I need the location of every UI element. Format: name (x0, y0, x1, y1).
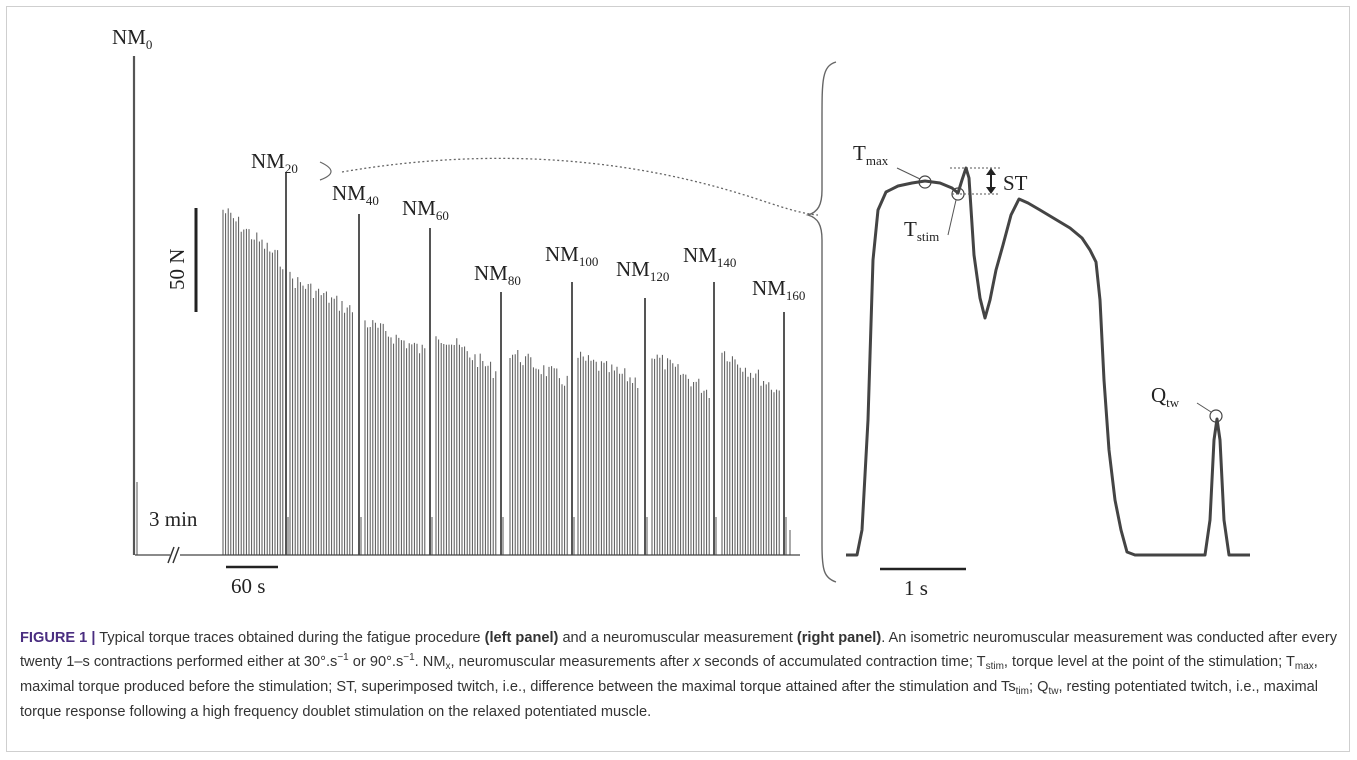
zoom-brace-icon (805, 61, 837, 583)
neuromuscular-torque-trace (846, 166, 1250, 557)
caption-text: . NM (414, 654, 446, 670)
tstim-label: Tstim (904, 217, 939, 244)
caption-subscript: x (445, 661, 451, 672)
caption-superscript: −1 (337, 652, 349, 663)
zoom-bracket-icon (319, 161, 332, 181)
caption-text: . An isometric neuromuscular measurement… (20, 630, 1338, 670)
caption-superscript: −1 (403, 652, 415, 663)
nm-label: NM80 (474, 261, 521, 288)
st-label: ST (1003, 171, 1028, 195)
caption-subscript: stim (985, 661, 1004, 672)
tmax-marker-icon (918, 175, 932, 189)
caption-italic: x (693, 654, 701, 670)
time-scale-label-right: 1 s (904, 576, 928, 600)
caption-text: ; Q (1028, 679, 1049, 695)
tmax-leader-line (896, 167, 921, 180)
nm-label: NM160 (752, 276, 805, 303)
tstim-leader-line (947, 199, 957, 236)
qtw-label: Qtw (1151, 383, 1180, 410)
caption-text: and a neuromuscular measurement (558, 630, 797, 646)
caption-subscript: tim (1015, 686, 1029, 697)
caption-text: seconds of accumulated contraction time;… (700, 654, 986, 670)
caption-text: or 90°.s (348, 654, 404, 670)
caption-text: , maximal torque produced before the sti… (20, 654, 1318, 695)
nm-label: NM140 (683, 243, 736, 270)
caption-subscript: max (1294, 661, 1314, 672)
nm-label: NM60 (402, 196, 449, 223)
fatigue-torque-trace (132, 56, 791, 555)
caption-text: , resting potentiated twitch, i.e., maxi… (20, 679, 1318, 720)
nm-label: NM40 (332, 181, 379, 208)
nm-label: NM120 (616, 257, 669, 284)
figure-caption: FIGURE 1 | Typical torque traces obtaine… (20, 628, 1342, 722)
tmax-label: Tmax (853, 141, 889, 168)
nm-label: NM100 (545, 242, 598, 269)
caption-bold: (right panel) (796, 630, 882, 646)
axis-break-icon (167, 546, 180, 564)
qtw-leader-line (1196, 402, 1212, 413)
nm-label: NM20 (251, 149, 298, 176)
st-double-arrow-icon (986, 168, 996, 194)
caption-heading: FIGURE 1 | (20, 630, 96, 646)
caption-text: Typical torque traces obtained during th… (95, 630, 485, 646)
torque-figure: NM0 NM20 NM40 NM60 NM80 NM100 NM120 NM14… (112, 25, 1250, 600)
qtw-marker-icon (1209, 409, 1223, 423)
nm-label: NM0 (112, 25, 152, 52)
time-scale-label-left: 60 s (231, 574, 265, 598)
break-duration-label: 3 min (149, 507, 198, 531)
caption-bold: (left panel) (484, 630, 559, 646)
caption-text: , neuromuscular measurements after (450, 654, 694, 670)
zoom-connector-line (341, 157, 819, 216)
caption-text: , torque level at the point of the stimu… (1003, 654, 1295, 670)
force-scale-label: 50 N (165, 249, 189, 290)
caption-subscript: tw (1048, 686, 1059, 697)
